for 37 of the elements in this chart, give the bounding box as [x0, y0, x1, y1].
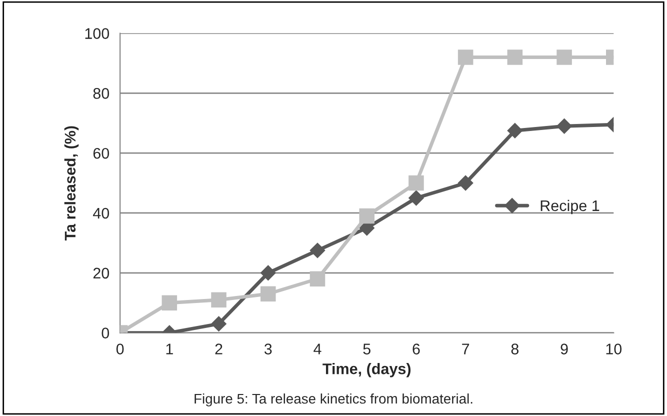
point — [556, 50, 572, 65]
x-tick-label: 7 — [462, 344, 470, 354]
x-axis-title: Time, (days) — [322, 363, 411, 378]
y-tick-label: 100 — [85, 28, 110, 39]
point — [310, 271, 326, 287]
x-tick-label: 9 — [560, 344, 568, 354]
point — [211, 316, 226, 332]
point — [260, 286, 276, 302]
y-tick-label: 20 — [93, 268, 110, 279]
x-tick-label: 5 — [363, 344, 370, 354]
point — [458, 175, 474, 191]
point — [507, 50, 523, 65]
y-tick-label: 60 — [93, 148, 110, 159]
x-tick-label: 1 — [166, 344, 173, 354]
x-tick-label: 3 — [264, 344, 272, 354]
point — [211, 292, 226, 308]
point — [359, 208, 374, 224]
x-tick-label: 2 — [215, 344, 222, 354]
point — [458, 50, 474, 65]
point — [162, 295, 178, 310]
point — [556, 118, 572, 134]
point — [260, 265, 276, 280]
legend-label: Recipe 1 — [540, 200, 600, 214]
x-tick-label: 0 — [116, 344, 124, 354]
point — [507, 123, 522, 138]
y-tick-label: 0 — [102, 328, 110, 338]
x-tick-label: 8 — [511, 344, 519, 354]
y-axis-title: Ta released, (%) — [64, 126, 79, 240]
x-tick-label: 10 — [606, 344, 622, 354]
point — [408, 175, 424, 191]
point — [408, 190, 424, 206]
caption: Figure 5: Ta release kinetics from biomaterial. — [194, 393, 472, 406]
y-tick-label: 80 — [93, 88, 110, 99]
x-tick-label: 4 — [314, 344, 322, 354]
point — [310, 242, 326, 258]
y-tick-label: 40 — [93, 208, 110, 219]
x-tick-label: 6 — [412, 344, 420, 354]
